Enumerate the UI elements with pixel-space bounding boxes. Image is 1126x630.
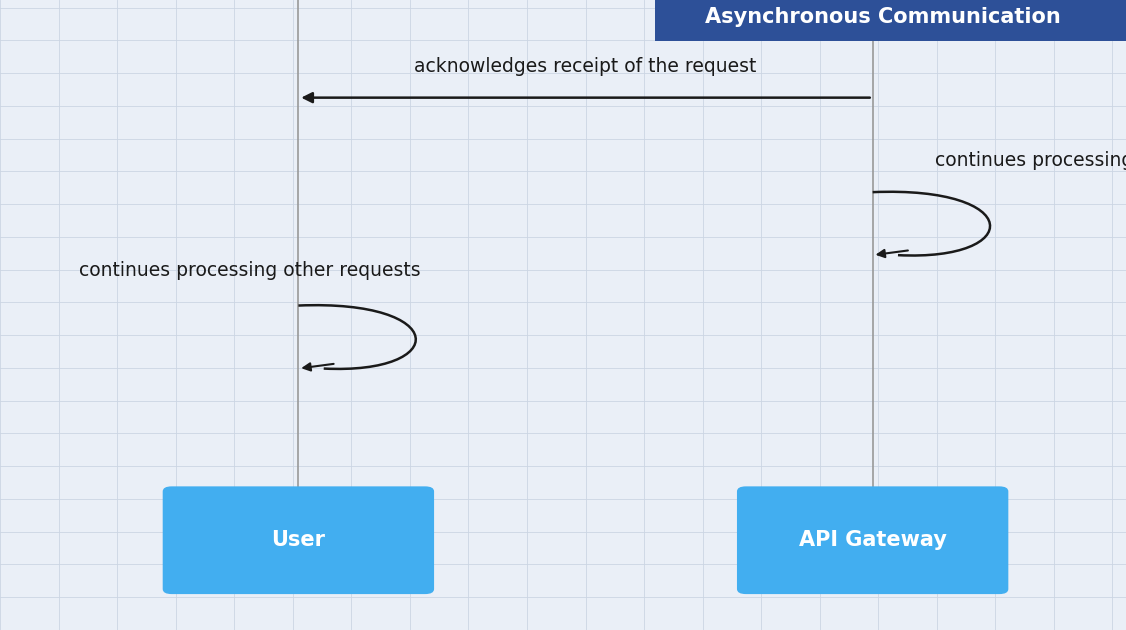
- Text: continues processing other requests: continues processing other requests: [79, 261, 420, 280]
- Text: Asynchronous Communication: Asynchronous Communication: [705, 8, 1061, 27]
- Text: continues processing other requests: continues processing other requests: [935, 151, 1126, 170]
- Text: acknowledges receipt of the request: acknowledges receipt of the request: [414, 57, 757, 76]
- FancyBboxPatch shape: [736, 486, 1009, 594]
- FancyBboxPatch shape: [163, 486, 435, 594]
- FancyBboxPatch shape: [655, 0, 1126, 41]
- Text: API Gateway: API Gateway: [798, 530, 947, 550]
- Text: User: User: [271, 530, 325, 550]
